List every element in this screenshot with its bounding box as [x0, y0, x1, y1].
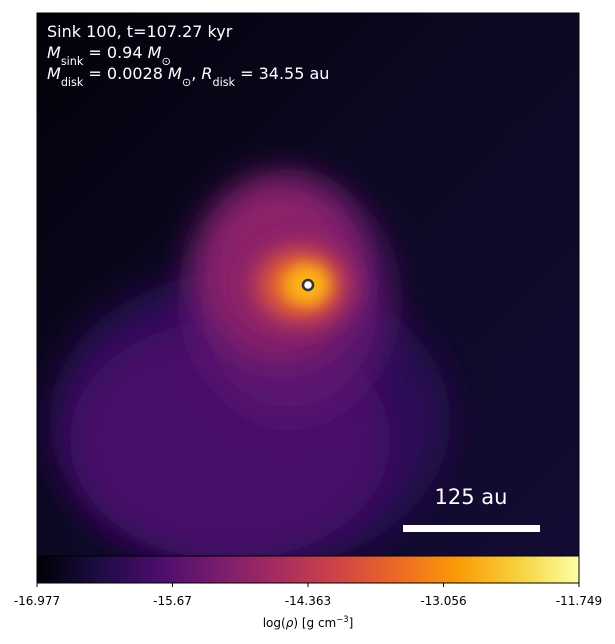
text-part: Sink 100, t=107.27 kyr: [47, 22, 233, 41]
text-part: ]: [349, 616, 354, 630]
sink-marker: [301, 278, 315, 292]
scale-bar: [403, 525, 540, 532]
text-part: disk: [61, 76, 84, 89]
text-part: M: [168, 64, 182, 83]
tick-label: -13.056: [420, 594, 466, 608]
tick-label: -14.363: [285, 594, 331, 608]
annotation: Msink = 0.94 M⊙: [47, 43, 171, 68]
tick-label: -16.977: [14, 594, 60, 608]
annotation: Sink 100, t=107.27 kyr: [47, 22, 233, 41]
text-part: = 34.55 au: [235, 64, 329, 83]
text-part: M: [47, 64, 61, 83]
text-part: ρ: [286, 616, 294, 630]
text-part: ⊙: [161, 55, 170, 68]
text-part: sink: [61, 55, 84, 68]
text-part: = 0.0028: [83, 64, 168, 83]
annotation: Mdisk = 0.0028 M⊙, Rdisk = 34.55 au: [47, 64, 329, 89]
text-part: R: [201, 64, 212, 83]
scale-label: 125 au: [435, 485, 508, 509]
text-part: −3: [336, 614, 348, 624]
density-map: [37, 13, 579, 556]
text-part: ⊙: [182, 76, 191, 89]
tick-label: -11.749: [556, 594, 602, 608]
text-part: ,: [191, 64, 201, 83]
text-part: ) [g cm: [293, 616, 336, 630]
text-part: log(: [263, 616, 286, 630]
text-part: disk: [212, 76, 235, 89]
tick-label: -15.67: [153, 594, 192, 608]
colorbar-label: log(ρ) [g cm−3]: [263, 614, 354, 630]
text-part: M: [47, 43, 61, 62]
colorbar: [36, 555, 580, 584]
text-part: = 0.94: [83, 43, 147, 62]
text-part: M: [148, 43, 162, 62]
